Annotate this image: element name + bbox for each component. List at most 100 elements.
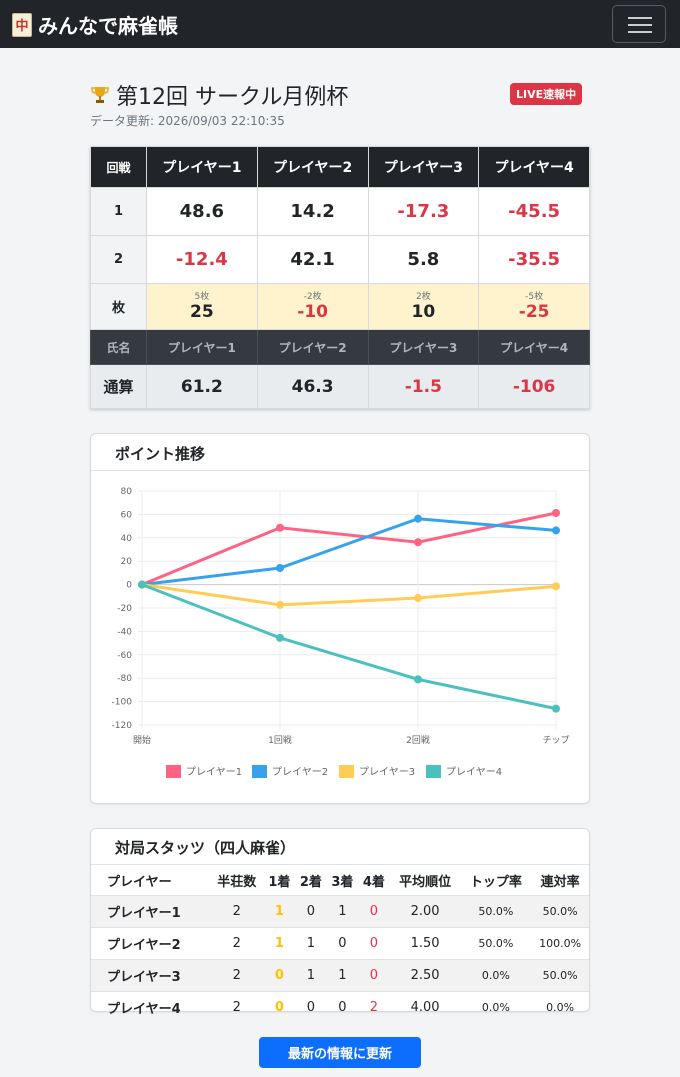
stats-cell: 0 xyxy=(295,991,327,1023)
score-cell: -12.4 xyxy=(146,235,258,284)
score-cell: 14.2 xyxy=(256,187,369,236)
stats-cell: 2 xyxy=(209,959,264,992)
data-point xyxy=(414,514,422,523)
total-cell: 46.3 xyxy=(256,364,369,409)
stats-cell: 0.0% xyxy=(460,991,532,1023)
data-point xyxy=(552,508,560,517)
chip-cell: -5枚 -25 xyxy=(478,283,590,330)
data-point xyxy=(414,594,422,603)
chip-row: 枚 5枚 25 -2枚 -10 2枚 10 -5枚 -25 xyxy=(90,283,590,330)
y-tick-label: -100 xyxy=(112,698,133,708)
table-row: プレイヤー3 2 0 1 1 0 2.50 0.0% 50.0% xyxy=(91,959,589,992)
chip-points: 25 xyxy=(190,301,214,322)
round-row: 1 48.6 14.2 -17.3 -45.5 xyxy=(90,187,590,236)
card-divider xyxy=(91,864,589,865)
stats-cell: 50.0% xyxy=(531,959,589,992)
total-label: 通算 xyxy=(90,364,147,409)
data-point xyxy=(552,526,560,535)
chip-cell: -2枚 -10 xyxy=(256,283,369,330)
stats-cell: 2 xyxy=(358,991,390,1023)
stats-cell: 1 xyxy=(263,927,296,960)
data-point xyxy=(276,600,284,609)
chart-card: ポイント推移 80 60 40 20 0 -20 -40 -60 -80 -100 -120 開始 1回… xyxy=(90,433,590,804)
names-row: 氏名 プレイヤー1 プレイヤー2 プレイヤー3 プレイヤー4 xyxy=(90,329,590,365)
stats-cell: 2 xyxy=(209,927,264,960)
player-header: プレイヤー4 xyxy=(478,146,590,188)
player-name: プレイヤー3 xyxy=(367,329,480,365)
brand[interactable]: 中 みんなで麻雀帳 xyxy=(12,10,178,39)
names-label: 氏名 xyxy=(90,329,147,365)
series-line xyxy=(141,517,557,587)
data-point xyxy=(552,582,560,591)
stats-player: プレイヤー3 xyxy=(91,959,210,992)
score-table: 回戦 プレイヤー1 プレイヤー2 プレイヤー3 プレイヤー4 1 48.6 14… xyxy=(90,146,590,409)
refresh-button[interactable]: 最新の情報に更新 xyxy=(259,1037,421,1068)
table-row: プレイヤー1 2 1 0 1 0 2.00 50.0% 50.0% xyxy=(91,895,589,928)
stats-cell: 1 xyxy=(263,895,296,928)
stats-cell: 0 xyxy=(326,991,359,1023)
total-cell: -1.5 xyxy=(367,364,480,409)
y-tick-label: 40 xyxy=(121,534,133,544)
chip-count: -2枚 xyxy=(303,291,322,302)
corner-header: 回戦 xyxy=(90,146,147,188)
series-line xyxy=(141,583,557,711)
stats-cell: 1.50 xyxy=(389,927,461,960)
stats-card-title: 対局スタッツ（四人麻雀） xyxy=(115,839,296,857)
player-name: プレイヤー1 xyxy=(146,329,258,365)
stats-cell: 50.0% xyxy=(460,927,532,960)
stats-table: プレイヤー 半荘数 1着 2着 3着 4着 平均順位 トップ率 連対率 プレイヤ… xyxy=(91,865,589,1023)
x-tick-label: 2回戦 xyxy=(406,734,430,746)
series-line xyxy=(141,583,557,607)
chip-cell: 2枚 10 xyxy=(367,283,480,330)
data-point xyxy=(414,538,422,547)
score-cell: -17.3 xyxy=(367,187,480,236)
y-tick-label: -60 xyxy=(117,651,132,661)
round-row: 2 -12.4 42.1 5.8 -35.5 xyxy=(90,235,590,284)
stats-cell: 0 xyxy=(358,927,390,960)
chip-count: -5枚 xyxy=(525,291,544,302)
chip-points: -10 xyxy=(297,301,328,322)
score-cell: 5.8 xyxy=(367,235,480,284)
chart-card-title: ポイント推移 xyxy=(115,445,206,463)
data-point xyxy=(276,633,284,642)
chip-label: 枚 xyxy=(90,283,147,330)
score-cell: 48.6 xyxy=(146,187,258,236)
stats-cell: 100.0% xyxy=(531,927,589,960)
y-tick-label: -40 xyxy=(117,627,132,637)
stats-cell: 2.00 xyxy=(389,895,461,928)
data-point xyxy=(138,580,146,589)
y-tick-label: -120 xyxy=(112,721,133,731)
y-tick-label: 0 xyxy=(126,581,132,591)
menu-toggle-button[interactable] xyxy=(612,5,666,43)
player-header: プレイヤー2 xyxy=(256,146,369,188)
stats-cell: 0.0% xyxy=(460,959,532,992)
stats-player: プレイヤー1 xyxy=(91,895,210,928)
series-line xyxy=(141,511,557,586)
stats-cell: 4.00 xyxy=(389,991,461,1023)
player-header: プレイヤー1 xyxy=(146,146,258,188)
legend-label: プレイヤー4 xyxy=(446,766,502,778)
chip-count: 2枚 xyxy=(416,291,431,302)
round-label: 2 xyxy=(90,235,147,284)
stats-cell: 0 xyxy=(358,959,390,992)
card-divider xyxy=(91,470,589,471)
x-tick-label: 開始 xyxy=(133,734,151,746)
page-title: 第12回 サークル月例杯 xyxy=(90,79,348,111)
player-header: プレイヤー3 xyxy=(367,146,480,188)
app-title: みんなで麻雀帳 xyxy=(38,14,178,38)
stats-cell: 50.0% xyxy=(531,895,589,928)
stats-cell: 1 xyxy=(295,959,327,992)
stats-header: 平均順位 xyxy=(389,865,461,896)
round-label: 1 xyxy=(90,187,147,236)
score-cell: 42.1 xyxy=(256,235,369,284)
data-point xyxy=(552,704,560,713)
x-tick-label: チップ xyxy=(542,735,569,746)
stats-cell: 1 xyxy=(326,895,359,928)
table-row: プレイヤー2 2 1 1 0 0 1.50 50.0% 100.0% xyxy=(91,927,589,960)
navbar: 中 みんなで麻雀帳 xyxy=(0,0,680,48)
stats-cell: 1 xyxy=(295,927,327,960)
stats-cell: 0 xyxy=(263,991,296,1023)
live-badge: LIVE速報中 xyxy=(510,83,583,105)
chip-cell: 5枚 25 xyxy=(146,283,258,330)
